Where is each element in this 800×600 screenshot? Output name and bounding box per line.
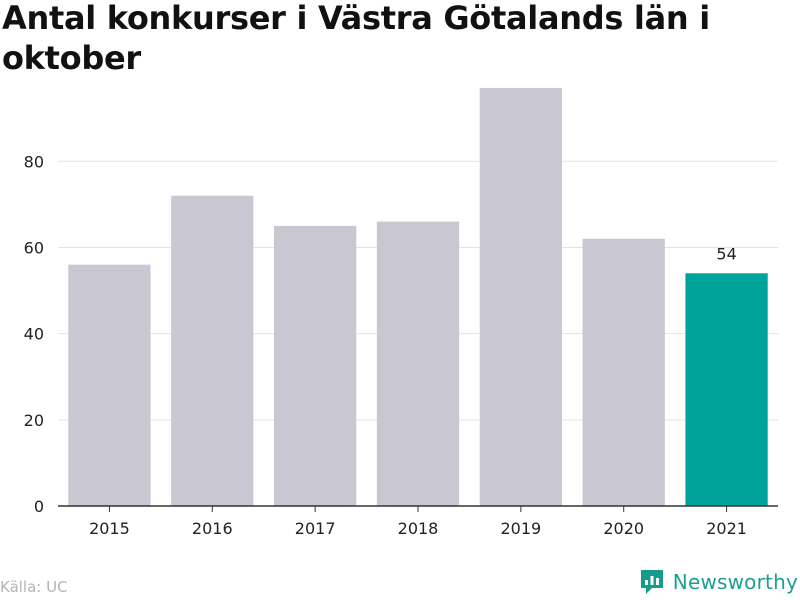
newsworthy-logo-icon: [640, 570, 663, 594]
x-tick-label: 2020: [603, 519, 644, 538]
bar-2016: [171, 195, 254, 506]
bar-2020: [582, 238, 665, 506]
data-labels: 54: [716, 244, 736, 263]
x-axis-ticks: 2015 2016 2017 2018 2019 2020 2021: [89, 506, 747, 538]
source-note: Källa: UC: [0, 578, 68, 596]
x-tick-label: 2019: [500, 519, 541, 538]
bar-2015: [68, 264, 151, 506]
x-tick-label: 2016: [192, 519, 233, 538]
bar-2021: [685, 273, 768, 506]
x-tick-label: 2021: [706, 519, 747, 538]
bar-2018: [376, 221, 460, 506]
bar-chart: 0 20 40 60 80 2015 2016 2017 2018 2019 2020 2021 5…: [24, 88, 778, 538]
bar-2019: [479, 88, 562, 506]
y-tick-label: 40: [24, 325, 44, 344]
x-tick-label: 2017: [295, 519, 336, 538]
brand: Newsworthy: [639, 568, 798, 596]
brand-name: Newsworthy: [672, 570, 798, 594]
y-tick-label: 80: [24, 152, 44, 171]
y-tick-label: 0: [34, 497, 44, 516]
x-tick-label: 2015: [89, 519, 130, 538]
y-tick-label: 60: [24, 238, 44, 257]
chart-title: Antal konkurser i Västra Götalands län i…: [2, 0, 710, 77]
bar-2017: [274, 225, 357, 506]
x-tick-label: 2018: [398, 519, 439, 538]
y-axis-ticks: 0 20 40 60 80: [24, 152, 44, 516]
data-label-2021: 54: [716, 244, 736, 263]
y-tick-label: 20: [24, 411, 44, 430]
bars: [68, 88, 768, 506]
